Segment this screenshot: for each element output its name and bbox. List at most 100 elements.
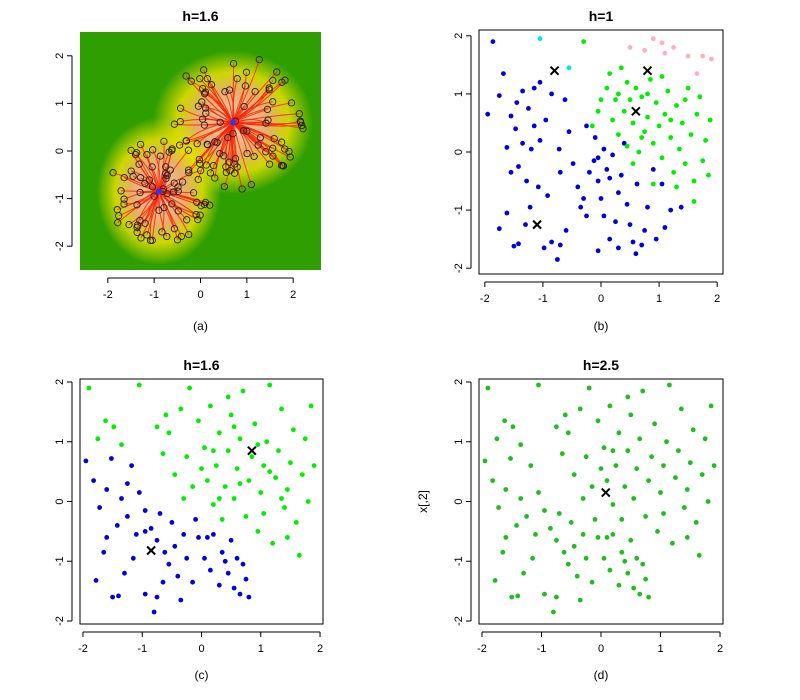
scatter-point <box>640 388 646 394</box>
plot-frame <box>478 29 724 275</box>
y-tick-label: 1 <box>54 100 66 106</box>
scatter-point <box>583 454 589 460</box>
scatter-point <box>601 555 607 561</box>
data-point <box>165 148 173 156</box>
scatter-point <box>685 53 691 59</box>
modes <box>155 119 236 195</box>
scatter-point <box>591 158 597 164</box>
scatter-point <box>237 436 243 442</box>
scatter-point <box>575 184 581 190</box>
scatter-point <box>255 529 261 534</box>
scatter-point <box>574 573 580 579</box>
mean-shift-path <box>232 122 243 190</box>
scatter-point <box>673 475 678 480</box>
scatter-point <box>643 514 648 519</box>
scatter-point <box>595 155 601 161</box>
scatter-point <box>136 382 142 388</box>
scatter-point <box>681 505 687 510</box>
scatter-point <box>595 248 601 254</box>
data-point <box>203 75 212 83</box>
data-point <box>163 232 171 241</box>
data-point <box>240 102 248 111</box>
data-point <box>224 133 232 142</box>
scatter-point <box>707 117 713 123</box>
scatter-point <box>216 582 222 588</box>
data-point <box>148 163 156 171</box>
data-point <box>156 152 164 160</box>
scatter-point <box>536 382 541 388</box>
data-points <box>109 55 307 245</box>
data-point <box>160 137 168 146</box>
panel-caption: (d) <box>594 668 609 682</box>
scatter-point <box>667 382 672 388</box>
data-point <box>115 212 123 220</box>
scatter-point <box>598 196 604 201</box>
data-point <box>207 81 216 89</box>
scatter-point <box>549 239 554 245</box>
scatter-point <box>246 478 252 483</box>
scatter-point <box>662 225 668 230</box>
y-tick-label: 1 <box>453 91 465 97</box>
scatter-point <box>561 549 567 555</box>
scatter-point <box>172 543 178 549</box>
scatter-point <box>91 478 96 483</box>
scatter-point <box>643 576 648 582</box>
data-point <box>285 147 293 156</box>
plot-frame <box>79 378 324 625</box>
scatter-point <box>648 77 653 82</box>
y-tick-label: 1 <box>453 439 465 445</box>
axes-c: -2 -1 0 1 2 -2 -1 0 1 2 h=1.6 (c) <box>54 357 324 682</box>
scatter-point <box>299 472 305 477</box>
mode-marker <box>549 65 560 76</box>
data-point <box>176 104 185 112</box>
data-point <box>187 77 195 85</box>
x-tick-label: 2 <box>717 643 723 655</box>
data-point <box>206 169 215 177</box>
scatter-d <box>482 382 717 615</box>
scatter-point <box>125 481 130 486</box>
data-point <box>221 88 229 96</box>
scatter-point <box>565 561 571 567</box>
scatter-c <box>83 382 317 615</box>
scatter-point <box>625 394 631 400</box>
x-tick-label: 2 <box>290 289 296 301</box>
cluster-modes <box>532 65 653 230</box>
data-point <box>256 133 265 142</box>
data-point <box>277 161 286 170</box>
scatter-point <box>645 204 650 210</box>
panel-caption: (a) <box>193 319 208 333</box>
scatter-point <box>490 39 496 44</box>
scatter-point <box>613 97 618 103</box>
mean-shift-path <box>185 75 234 123</box>
scatter-point <box>661 511 666 516</box>
scatter-point <box>216 430 222 436</box>
scatter-point <box>633 85 639 91</box>
scatter-point <box>556 146 562 152</box>
scatter-point <box>691 178 697 184</box>
scatter-point <box>261 463 267 468</box>
data-point <box>243 127 251 135</box>
mode-marker <box>146 545 156 556</box>
scatter-point <box>705 499 711 504</box>
scatter-point <box>559 451 565 457</box>
scatter-point <box>607 71 613 76</box>
scatter-point <box>101 549 107 555</box>
scatter-point <box>160 451 166 457</box>
data-point <box>148 183 157 191</box>
data-point <box>169 188 178 196</box>
data-point <box>241 82 250 90</box>
scatter-point <box>528 146 534 152</box>
scatter-point <box>570 161 576 167</box>
scatter-point <box>520 88 525 94</box>
data-point <box>141 219 149 227</box>
scatter-point <box>557 242 563 248</box>
scatter-point <box>595 108 601 114</box>
scatter-point <box>252 421 258 427</box>
scatter-point <box>607 567 613 573</box>
data-point <box>158 228 166 236</box>
mode-marker <box>601 487 611 498</box>
scatter-point <box>279 406 284 412</box>
y-tick-label: 2 <box>453 33 465 39</box>
scatter-point <box>258 490 264 495</box>
scatter-point <box>568 520 574 525</box>
